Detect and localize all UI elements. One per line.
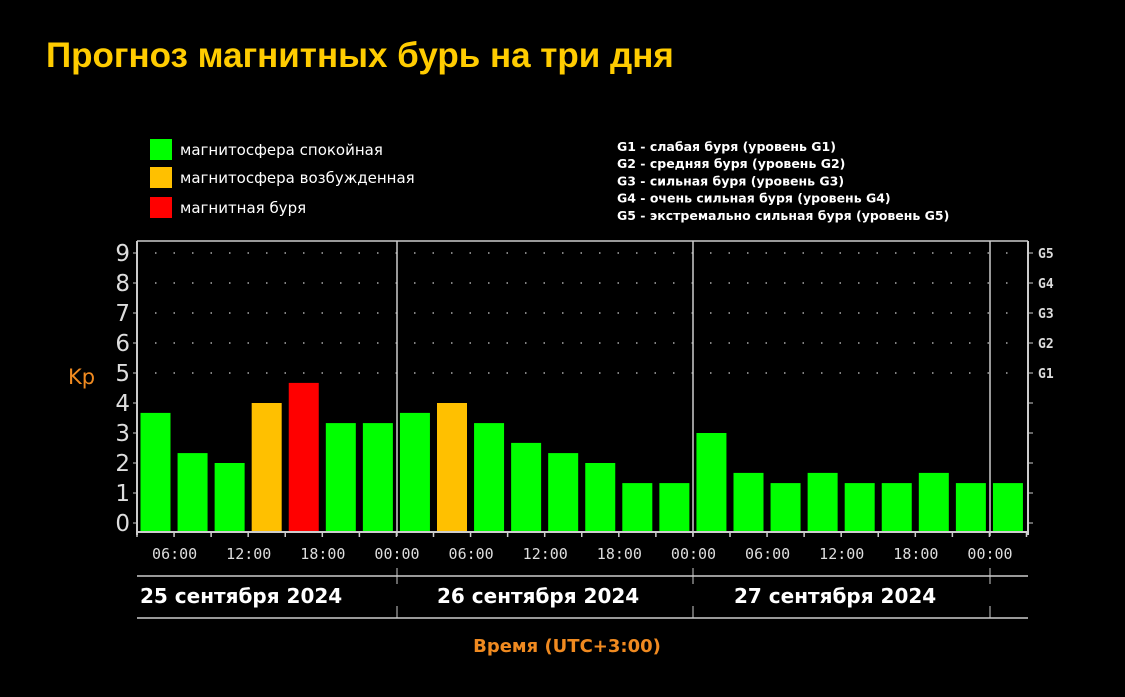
bar-quiet [177,453,208,532]
page-title: Прогноз магнитных бурь на три дня [46,36,674,75]
x-axis-label: Время (UTC+3:00) [473,636,661,657]
bar-quiet [918,472,949,532]
legend-label-storm: магнитная буря [180,199,306,217]
bar-excited [251,403,282,532]
g-tick-label: G2 [1038,337,1054,352]
g-tick-label: G4 [1038,277,1054,292]
x-tick-label: 12:00 [226,545,271,563]
legend-swatch-storm [150,197,172,218]
bar-quiet [214,463,245,532]
g-legend-item: G4 - очень сильная буря (уровень G4) [617,191,891,206]
y-tick-label: 5 [115,361,130,387]
bar-quiet [992,483,1023,532]
legend-label-quiet: магнитосфера спокойная [180,141,383,159]
bar-quiet [140,412,171,532]
y-tick-label: 3 [115,421,130,447]
g-legend-item: G5 - экстремально сильная буря (уровень … [617,208,949,223]
x-tick-label: 06:00 [745,545,790,563]
bar-quiet [733,472,764,532]
legend-label-excited: магнитосфера возбужденная [180,169,415,187]
x-tick-label: 12:00 [523,545,568,563]
y-tick-label: 2 [115,451,130,477]
bar-quiet [548,453,579,532]
bar-quiet [881,483,912,532]
bar-quiet [474,423,505,532]
y-tick-label: 9 [115,241,130,267]
bar-excited [437,403,467,532]
y-tick-label: 1 [115,481,130,507]
legend-swatch-quiet [150,139,172,160]
y-tick-label: 0 [115,511,130,537]
y-axis-label: Kp [68,365,95,389]
y-tick-label: 6 [115,331,130,357]
x-tick-label: 00:00 [967,545,1012,563]
bar-quiet [325,423,356,532]
bar-quiet [511,442,542,532]
x-tick-label: 18:00 [597,545,642,563]
date-label: 25 сентября 2024 [140,584,342,608]
g-tick-label: G1 [1038,367,1054,382]
date-label: 27 сентября 2024 [734,584,936,608]
x-tick-label: 18:00 [300,545,345,563]
date-label: 26 сентября 2024 [437,584,639,608]
bar-quiet [770,483,801,532]
y-tick-label: 8 [115,271,130,297]
bar-storm [288,382,319,532]
bar-quiet [844,483,875,532]
bar-quiet [622,483,653,532]
bar-quiet [399,412,430,532]
x-tick-label: 12:00 [819,545,864,563]
bar-quiet [955,483,986,532]
bar-quiet [696,433,727,532]
bar-quiet [807,472,838,532]
y-tick-label: 4 [115,391,130,417]
x-tick-label: 06:00 [152,545,197,563]
legend-swatch-excited [150,167,172,188]
g-legend-item: G2 - средняя буря (уровень G2) [617,156,845,171]
g-tick-label: G5 [1038,247,1054,262]
x-tick-label: 06:00 [449,545,494,563]
g-legend-item: G3 - сильная буря (уровень G3) [617,173,844,188]
bar-quiet [362,423,393,532]
y-tick-label: 7 [115,301,130,327]
x-tick-label: 00:00 [671,545,716,563]
x-tick-label: 00:00 [374,545,419,563]
bar-quiet [659,483,690,532]
g-legend-item: G1 - слабая буря (уровень G1) [617,139,836,154]
bar-quiet [585,463,616,532]
x-tick-label: 18:00 [893,545,938,563]
g-tick-label: G3 [1038,307,1054,322]
